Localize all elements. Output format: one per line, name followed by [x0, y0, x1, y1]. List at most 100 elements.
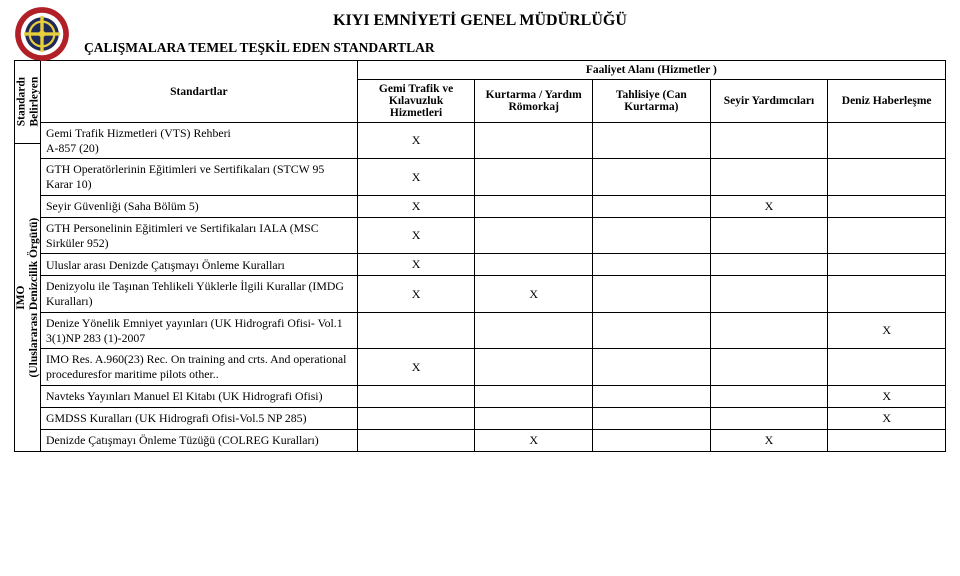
table-row: Uluslar arası Denizde Çatışmayı Önleme K…	[41, 254, 946, 276]
table-row: Denize Yönelik Emniyet yayınları (UK Hid…	[41, 312, 946, 348]
col-c4: Seyir Yardımcıları	[710, 80, 828, 123]
mark-cell	[593, 429, 711, 451]
mark-cell	[357, 429, 475, 451]
mark-cell	[593, 159, 711, 195]
mark-cell	[828, 123, 946, 159]
mark-cell	[828, 276, 946, 312]
col-services-group: Faaliyet Alanı (Hizmetler )	[357, 61, 945, 80]
mark-cell	[593, 349, 711, 385]
standard-label: IMO Res. A.960(23) Rec. On training and …	[41, 349, 358, 385]
mark-cell	[593, 123, 711, 159]
mark-cell	[828, 195, 946, 217]
col-c1: Gemi Trafik ve Kılavuzluk Hizmetleri	[357, 80, 475, 123]
side-top-line1: Standardı	[15, 77, 27, 126]
mark-cell: X	[357, 159, 475, 195]
side-bottom-line1: IMO	[15, 285, 27, 309]
side-header-text: Standardı Belirleyen	[15, 77, 40, 127]
col-standards: Standartlar	[41, 61, 358, 123]
standard-label: GTH Personelinin Eğitimleri ve Sertifika…	[41, 217, 358, 253]
table-row: GTH Operatörlerinin Eğitimleri ve Sertif…	[41, 159, 946, 195]
mark-cell	[593, 276, 711, 312]
table-row: GMDSS Kuralları (UK Hidrografi Ofisi-Vol…	[41, 407, 946, 429]
mark-cell: X	[357, 349, 475, 385]
table-row: Denizde Çatışmayı Önleme Tüzüğü (COLREG …	[41, 429, 946, 451]
mark-cell: X	[475, 429, 593, 451]
mark-cell: X	[475, 276, 593, 312]
side-body-text: IMO (Uluslararası Denizcilik Örgütü)	[15, 218, 40, 378]
mark-cell	[710, 312, 828, 348]
mark-cell	[475, 254, 593, 276]
mark-cell	[357, 312, 475, 348]
side-body-cell: IMO (Uluslararası Denizcilik Örgütü)	[14, 144, 40, 452]
table-body: Gemi Trafik Hizmetleri (VTS) RehberiA-85…	[41, 123, 946, 452]
table-row: Gemi Trafik Hizmetleri (VTS) RehberiA-85…	[41, 123, 946, 159]
standard-label: Gemi Trafik Hizmetleri (VTS) RehberiA-85…	[41, 123, 358, 159]
mark-cell	[710, 349, 828, 385]
org-logo	[14, 6, 70, 62]
mark-cell	[357, 385, 475, 407]
mark-cell: X	[828, 312, 946, 348]
mark-cell	[475, 312, 593, 348]
mark-cell: X	[357, 195, 475, 217]
side-header-cell: Standardı Belirleyen	[14, 60, 40, 144]
mark-cell	[828, 349, 946, 385]
standards-table: Standartlar Faaliyet Alanı (Hizmetler ) …	[40, 60, 946, 452]
table-row: IMO Res. A.960(23) Rec. On training and …	[41, 349, 946, 385]
mark-cell	[710, 385, 828, 407]
mark-cell	[475, 385, 593, 407]
standard-label: Denizyolu ile Taşınan Tehlikeli Yüklerle…	[41, 276, 358, 312]
mark-cell: X	[828, 385, 946, 407]
section-title: ÇALIŞMALARA TEMEL TEŞKİL EDEN STANDARTLA…	[84, 40, 946, 56]
mark-cell: X	[710, 195, 828, 217]
page-title: KIYI EMNİYETİ GENEL MÜDÜRLÜĞÜ	[14, 12, 946, 30]
mark-cell	[593, 407, 711, 429]
table-header-row-1: Standartlar Faaliyet Alanı (Hizmetler )	[41, 61, 946, 80]
side-top-line2: Belirleyen	[28, 77, 40, 127]
mark-cell	[593, 195, 711, 217]
mark-cell	[593, 385, 711, 407]
mark-cell	[593, 312, 711, 348]
mark-cell	[710, 123, 828, 159]
mark-cell: X	[357, 276, 475, 312]
mark-cell: X	[828, 407, 946, 429]
mark-cell: X	[357, 254, 475, 276]
table-row: Navteks Yayınları Manuel El Kitabı (UK H…	[41, 385, 946, 407]
mark-cell	[828, 159, 946, 195]
table-row: Denizyolu ile Taşınan Tehlikeli Yüklerle…	[41, 276, 946, 312]
side-bottom-line2: (Uluslararası Denizcilik Örgütü)	[28, 218, 40, 378]
side-column: Standardı Belirleyen IMO (Uluslararası D…	[14, 60, 40, 452]
mark-cell	[710, 159, 828, 195]
standard-label: GTH Operatörlerinin Eğitimleri ve Sertif…	[41, 159, 358, 195]
mark-cell: X	[357, 217, 475, 253]
col-c2: Kurtarma / Yardım Römorkaj	[475, 80, 593, 123]
standard-label: Uluslar arası Denizde Çatışmayı Önleme K…	[41, 254, 358, 276]
mark-cell	[475, 159, 593, 195]
mark-cell: X	[357, 123, 475, 159]
standard-label: Denizde Çatışmayı Önleme Tüzüğü (COLREG …	[41, 429, 358, 451]
standard-label: Denize Yönelik Emniyet yayınları (UK Hid…	[41, 312, 358, 348]
mark-cell: X	[710, 429, 828, 451]
standard-label: GMDSS Kuralları (UK Hidrografi Ofisi-Vol…	[41, 407, 358, 429]
col-c3: Tahlisiye (Can Kurtarma)	[593, 80, 711, 123]
mark-cell	[475, 217, 593, 253]
col-c5: Deniz Haberleşme	[828, 80, 946, 123]
content-layout: Standardı Belirleyen IMO (Uluslararası D…	[14, 60, 946, 452]
table-row: GTH Personelinin Eğitimleri ve Sertifika…	[41, 217, 946, 253]
mark-cell	[710, 407, 828, 429]
table-row: Seyir Güvenliği (Saha Bölüm 5)XX	[41, 195, 946, 217]
mark-cell	[710, 254, 828, 276]
mark-cell	[357, 407, 475, 429]
mark-cell	[475, 349, 593, 385]
mark-cell	[710, 217, 828, 253]
mark-cell	[475, 407, 593, 429]
standard-label: Navteks Yayınları Manuel El Kitabı (UK H…	[41, 385, 358, 407]
standard-label: Seyir Güvenliği (Saha Bölüm 5)	[41, 195, 358, 217]
mark-cell	[710, 276, 828, 312]
mark-cell	[593, 254, 711, 276]
mark-cell	[475, 123, 593, 159]
mark-cell	[828, 429, 946, 451]
mark-cell	[475, 195, 593, 217]
mark-cell	[828, 254, 946, 276]
mark-cell	[828, 217, 946, 253]
mark-cell	[593, 217, 711, 253]
